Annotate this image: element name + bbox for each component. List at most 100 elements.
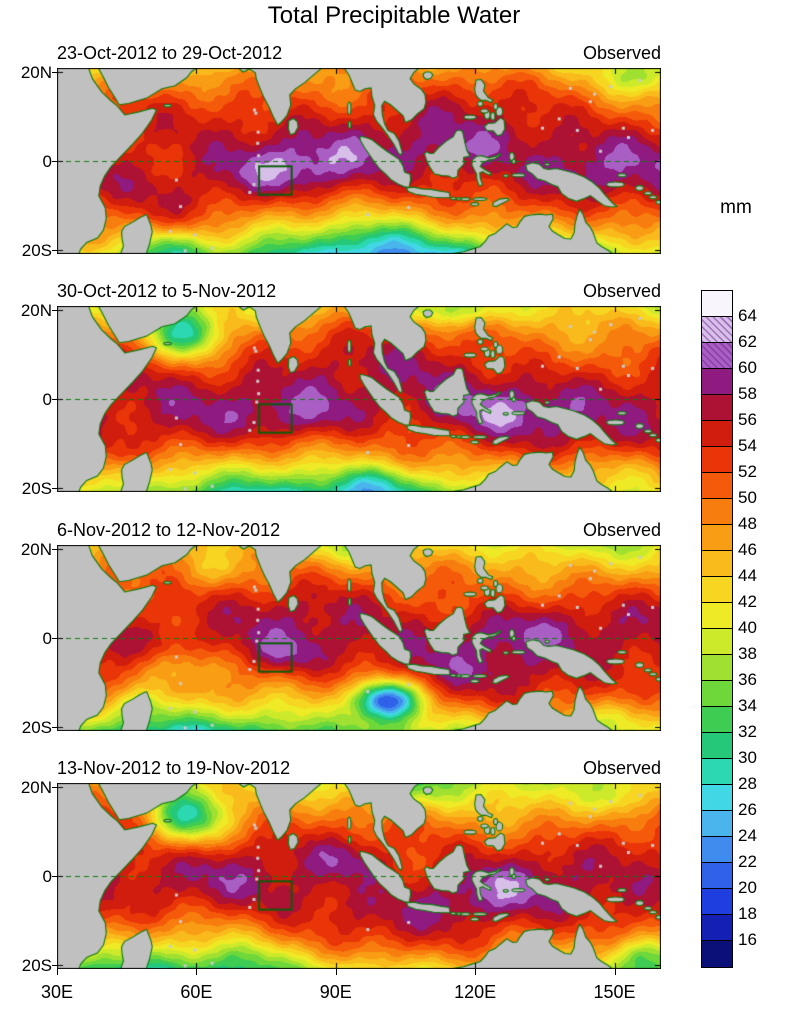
colorbar-labels: 64 62 60 58 56 54 52 50 48 46 44 42 40 38 36 34 32 30 28 26…	[738, 290, 784, 966]
colorbar-segment-62-64	[702, 317, 732, 343]
colorbar-segment-18-20	[702, 889, 732, 915]
panel-2-map-canvas	[57, 306, 661, 492]
panel-2-ytickmark	[52, 487, 57, 489]
xtick-30E: 30E	[40, 982, 74, 1002]
colorbar-segment-48-50	[702, 499, 732, 525]
colorbar-segment-46-48	[702, 525, 732, 551]
colorbar-segment-52-54	[702, 447, 732, 473]
panel-1-ytickmark	[52, 161, 57, 162]
colorbar-segment-58-60	[702, 369, 732, 395]
panel-3-ytick-0: 0	[42, 629, 52, 648]
colorbar-tick-20: 20	[738, 878, 757, 897]
colorbar-tick-62: 62	[738, 332, 757, 351]
panel-3-ytickmark	[52, 726, 57, 728]
colorbar-segment-gt64	[702, 291, 732, 317]
colorbar-segment-28-30	[702, 759, 732, 785]
xtick-120E: 120E	[454, 982, 497, 1002]
xtickmark-30E	[57, 969, 58, 975]
panel-2-date-range: 30-Oct-2012 to 5-Nov-2012	[57, 281, 277, 301]
colorbar-segment-26-28	[702, 785, 732, 811]
colorbar-tick-28: 28	[738, 774, 757, 793]
panel-3-ytickmark	[52, 638, 57, 639]
panel-4-ytick-20S: 20S	[21, 955, 52, 975]
panel-4-ytickmark	[52, 876, 57, 877]
xtick-90E: 90E	[319, 982, 352, 1002]
panel-2-ytickmark	[52, 399, 57, 400]
panel-4-date-range: 13-Nov-2012 to 19-Nov-2012	[57, 758, 291, 778]
xtickmark-60E	[196, 969, 197, 975]
colorbar	[701, 290, 733, 968]
panel-3-header: 6-Nov-2012 to 12-Nov-2012 Observed	[57, 520, 661, 541]
colorbar-segment-38-40	[702, 629, 732, 655]
colorbar-segment-16-18	[702, 915, 732, 941]
panel-2-ytickmark	[52, 310, 57, 312]
colorbar-tick-30: 30	[738, 748, 757, 767]
colorbar-tick-50: 50	[738, 488, 757, 507]
colorbar-tick-38: 38	[738, 644, 757, 663]
colorbar-segment-22-24	[702, 837, 732, 863]
panel-2-source-label: Observed	[582, 281, 661, 301]
xtick-150E: 150E	[593, 982, 636, 1002]
colorbar-unit-label: mm	[720, 197, 752, 218]
colorbar-tick-32: 32	[738, 722, 757, 741]
panel-3-source-label: Observed	[582, 520, 661, 540]
panel-1-map-canvas	[57, 68, 661, 254]
colorbar-tick-40: 40	[738, 618, 757, 637]
colorbar-segment-lt16	[702, 941, 732, 967]
panel-1-date-range: 23-Oct-2012 to 29-Oct-2012	[57, 43, 283, 63]
panel-3-ytick-20N: 20N	[20, 540, 52, 560]
colorbar-tick-46: 46	[738, 540, 757, 559]
colorbar-segment-54-56	[702, 421, 732, 447]
colorbar-segment-24-26	[702, 811, 732, 837]
panel-1-ytick-0: 0	[42, 152, 52, 171]
colorbar-segment-50-52	[702, 473, 732, 499]
xtick-60E: 60E	[180, 982, 213, 1002]
panel-2-ytick-20S: 20S	[21, 478, 52, 498]
colorbar-tick-16: 16	[738, 930, 757, 949]
panel-1-source-label: Observed	[582, 43, 661, 63]
panel-3-date-range: 6-Nov-2012 to 12-Nov-2012	[57, 520, 281, 540]
panel-3-ytick-20S: 20S	[21, 717, 52, 737]
colorbar-tick-60: 60	[738, 358, 757, 377]
panel-2-map	[57, 306, 661, 492]
panel-4-ytickmark	[52, 787, 57, 789]
colorbar-segment-30-32	[702, 733, 732, 759]
panel-4-ytickmark	[52, 964, 57, 966]
colorbar-tick-52: 52	[738, 462, 757, 481]
colorbar-segment-42-44	[702, 577, 732, 603]
xtickmark-120E	[475, 969, 476, 975]
colorbar-segment-60-62	[702, 343, 732, 369]
xtickmark-150E	[615, 969, 616, 975]
panel-1-ytickmark	[52, 72, 57, 74]
panel-4-map	[57, 783, 661, 969]
panel-4-header: 13-Nov-2012 to 19-Nov-2012 Observed	[57, 758, 661, 779]
panel-1-map	[57, 68, 661, 254]
colorbar-tick-26: 26	[738, 800, 757, 819]
colorbar-tick-22: 22	[738, 852, 757, 871]
panel-4-ytick-0: 0	[42, 867, 52, 886]
panel-1-ytickmark	[52, 249, 57, 251]
colorbar-segment-56-58	[702, 395, 732, 421]
colorbar-tick-24: 24	[738, 826, 757, 845]
colorbar-tick-64: 64	[738, 306, 757, 325]
colorbar-tick-18: 18	[738, 904, 757, 923]
colorbar-tick-54: 54	[738, 436, 757, 455]
panel-4-map-canvas	[57, 783, 661, 969]
colorbar-tick-42: 42	[738, 592, 757, 611]
colorbar-tick-48: 48	[738, 514, 757, 533]
panel-1-ytick-20S: 20S	[21, 240, 52, 260]
panel-2-header: 30-Oct-2012 to 5-Nov-2012 Observed	[57, 281, 661, 302]
panel-4-source-label: Observed	[582, 758, 661, 778]
colorbar-tick-36: 36	[738, 670, 757, 689]
colorbar-segment-32-34	[702, 707, 732, 733]
panel-3-map-canvas	[57, 545, 661, 731]
colorbar-segment-40-42	[702, 603, 732, 629]
colorbar-tick-34: 34	[738, 696, 757, 715]
panel-1-header: 23-Oct-2012 to 29-Oct-2012 Observed	[57, 43, 661, 64]
colorbar-tick-58: 58	[738, 384, 757, 403]
panel-2-ytick-20N: 20N	[20, 301, 52, 321]
colorbar-segment-34-36	[702, 681, 732, 707]
panel-2-ytick-0: 0	[42, 390, 52, 409]
colorbar-tick-44: 44	[738, 566, 757, 585]
